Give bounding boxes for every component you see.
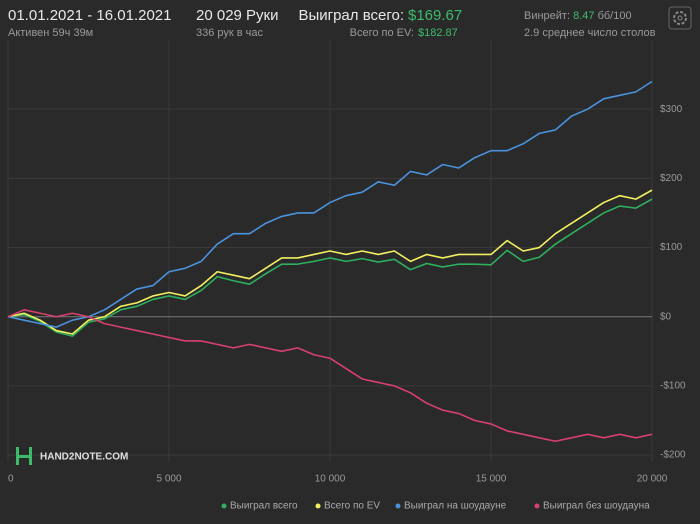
gear-icon[interactable]	[673, 11, 687, 25]
winrate-unit: бб/100	[598, 10, 632, 22]
x-tick-label: 10 000	[315, 474, 346, 485]
y-tick-label: $0	[660, 311, 672, 322]
legend-item: Всего по EV	[315, 501, 380, 512]
active-time: Активен 59ч 39м	[8, 27, 93, 39]
series-line	[7, 309, 653, 443]
hands: 20 029 Руки	[196, 7, 279, 24]
ev-label: Всего по EV:	[350, 27, 414, 39]
series-line	[7, 189, 653, 335]
ev-value: $182.87	[418, 27, 458, 39]
legend-label: Выиграл всего	[230, 501, 298, 512]
legend-dot	[534, 503, 540, 509]
date-range: 01.01.2021 - 16.01.2021	[8, 7, 171, 24]
series-line	[7, 198, 653, 337]
gear-center[interactable]	[677, 15, 683, 21]
logo-text: HAND2NOTE.COM	[40, 452, 128, 463]
x-tick-label: 5 000	[156, 474, 181, 485]
y-tick-label: $200	[660, 173, 683, 184]
hands-per-hour: 336 рук в час	[196, 27, 264, 39]
logo-bar	[19, 455, 29, 458]
y-tick-label: $100	[660, 242, 683, 253]
won-label: Выиграл всего:	[298, 7, 404, 24]
legend-label: Выиграл на шоудауне	[404, 501, 507, 512]
y-tick-label: -$200	[660, 450, 686, 461]
winrate-value: 8.47	[573, 10, 594, 22]
logo-bar	[29, 447, 32, 465]
winrate-label: Винрейт:	[524, 10, 570, 22]
settings-frame[interactable]	[668, 6, 692, 30]
won-value: $169.67	[408, 7, 462, 24]
x-tick-label: 20 000	[637, 474, 668, 485]
logo-bar	[16, 447, 19, 465]
legend-dot	[221, 503, 227, 509]
legend-label: Выиграл без шоудауна	[543, 500, 650, 512]
settings-button[interactable]	[668, 6, 692, 30]
logo: HAND2NOTE.COM	[16, 447, 128, 465]
legend-item: Выиграл на шоудауне	[395, 501, 507, 512]
y-tick-label: -$100	[660, 381, 686, 392]
legend-label: Всего по EV	[324, 501, 380, 512]
tables: 2.9 среднее число столов	[524, 27, 656, 39]
x-tick-label: 0	[8, 474, 14, 485]
legend-dot	[395, 503, 401, 509]
legend-item: Выиграл без шоудауна	[534, 500, 650, 512]
winrate: Винрейт: 8.47 бб/100	[524, 10, 632, 22]
y-tick-label: $300	[660, 104, 683, 115]
legend-dot	[315, 503, 321, 509]
series-line	[7, 80, 653, 328]
legend-item: Выиграл всего	[221, 501, 298, 512]
x-tick-label: 15 000	[476, 474, 507, 485]
